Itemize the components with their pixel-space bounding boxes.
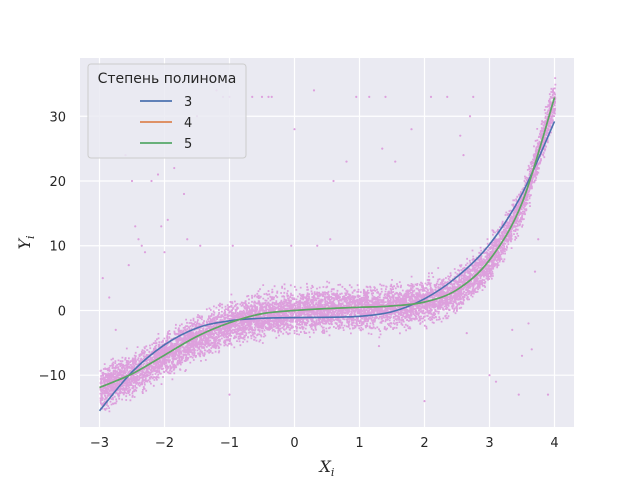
scatter-outlier xyxy=(166,218,169,221)
scatter-outlier xyxy=(101,277,104,280)
legend-box xyxy=(87,63,247,159)
scatter-outlier xyxy=(459,134,462,137)
scatter-outlier xyxy=(140,244,143,247)
scatter-outlier xyxy=(384,95,387,98)
scatter-outlier xyxy=(228,393,231,396)
legend: Степень полинома 3 4 5 xyxy=(87,63,247,159)
legend-entries: 3 4 5 xyxy=(140,95,192,152)
scatter-outlier xyxy=(520,354,524,357)
legend-title: Степень полинома xyxy=(98,71,237,87)
scatter-outlier xyxy=(546,393,550,396)
scatter-outlier xyxy=(423,400,426,403)
y-tick-label: 0 xyxy=(58,304,66,319)
scatter-outlier xyxy=(381,147,384,150)
scatter-outlier xyxy=(160,225,163,228)
scatter-outlier xyxy=(108,296,111,299)
x-axis-label-main: X xyxy=(318,457,332,476)
scatter-outlier xyxy=(494,380,498,383)
scatter-outlier xyxy=(251,95,254,98)
scatter-outlier xyxy=(530,348,533,351)
series-line-5 xyxy=(99,97,556,389)
x-axis-label-sub: i xyxy=(331,466,335,479)
legend-label-3: 3 xyxy=(184,95,192,110)
legend-label-4: 4 xyxy=(184,116,192,131)
scatter-outlier xyxy=(537,238,540,241)
scatter-outlier xyxy=(267,289,270,293)
scatter-outlier xyxy=(173,166,176,170)
scatter-outlier xyxy=(293,128,296,131)
scatter-outlier xyxy=(156,173,160,176)
series-lines xyxy=(98,97,556,412)
scatter-outlier xyxy=(511,328,514,331)
x-tick-label: −2 xyxy=(155,436,174,451)
scatter-outlier xyxy=(533,270,537,273)
scatter-outlier xyxy=(465,332,468,335)
y-axis-label-main: Y xyxy=(15,238,34,250)
y-axis-label-sub: i xyxy=(24,235,37,239)
scatter-outlier xyxy=(316,244,319,247)
x-tick-labels: −3 −2 −1 0 1 2 3 4 xyxy=(90,436,559,451)
scatter-outlier xyxy=(143,251,147,254)
y-tick-label: −10 xyxy=(39,369,66,384)
scatter-outlier xyxy=(290,244,293,247)
scatter-outlier xyxy=(332,179,335,183)
legend-label-5: 5 xyxy=(184,137,192,152)
y-axis-label: Yi xyxy=(15,235,37,249)
x-tick-label: 3 xyxy=(485,436,493,451)
y-tick-labels: −10 0 10 20 30 xyxy=(39,110,66,384)
scatter-outlier xyxy=(329,238,332,241)
y-tick-label: 20 xyxy=(49,175,66,190)
scatter-outlier xyxy=(312,89,316,92)
scatter-outlier xyxy=(267,95,270,98)
scatter-outlier xyxy=(134,225,137,228)
x-tick-label: −3 xyxy=(90,436,109,451)
scatter-outlier xyxy=(163,251,166,254)
x-tick-label: 0 xyxy=(290,436,298,451)
x-tick-label: 1 xyxy=(355,436,363,451)
scatter-outlier xyxy=(462,154,465,157)
scatter-outlier xyxy=(130,179,134,183)
scatter-outlier xyxy=(150,179,153,183)
scatter-outlier xyxy=(527,322,530,325)
scatter-outlier xyxy=(377,344,381,348)
x-tick-label: 2 xyxy=(420,436,428,451)
x-tick-label: 4 xyxy=(550,436,558,451)
scatter-outlier xyxy=(182,192,186,196)
scatter-outlier xyxy=(260,95,264,98)
scatter-outlier xyxy=(114,328,117,331)
scatter-outlier xyxy=(394,160,397,163)
scatter-outlier xyxy=(345,160,348,163)
scatter-outlier xyxy=(199,244,202,247)
scatter-outlier xyxy=(368,95,371,98)
x-tick-label: −1 xyxy=(220,436,239,451)
scatter-outlier xyxy=(355,95,358,98)
scatter-outlier xyxy=(429,95,433,98)
y-tick-label: 10 xyxy=(49,240,66,255)
scatter-outlier xyxy=(127,264,130,267)
scatter-outlier xyxy=(410,128,413,131)
scatter-outlier xyxy=(468,115,472,118)
scatter-outlier xyxy=(137,238,140,241)
scatter-outlier xyxy=(488,374,491,377)
scatter-outlier xyxy=(231,244,234,247)
scatter-outlier xyxy=(517,393,520,396)
series-line-3 xyxy=(98,121,556,412)
scatter-outlier xyxy=(186,238,189,241)
scatter-outlier xyxy=(472,95,475,98)
scatter-outlier xyxy=(270,95,273,98)
scatter-outlier xyxy=(446,95,449,98)
y-tick-label: 30 xyxy=(49,110,66,125)
x-axis-label: Xi xyxy=(318,457,335,479)
